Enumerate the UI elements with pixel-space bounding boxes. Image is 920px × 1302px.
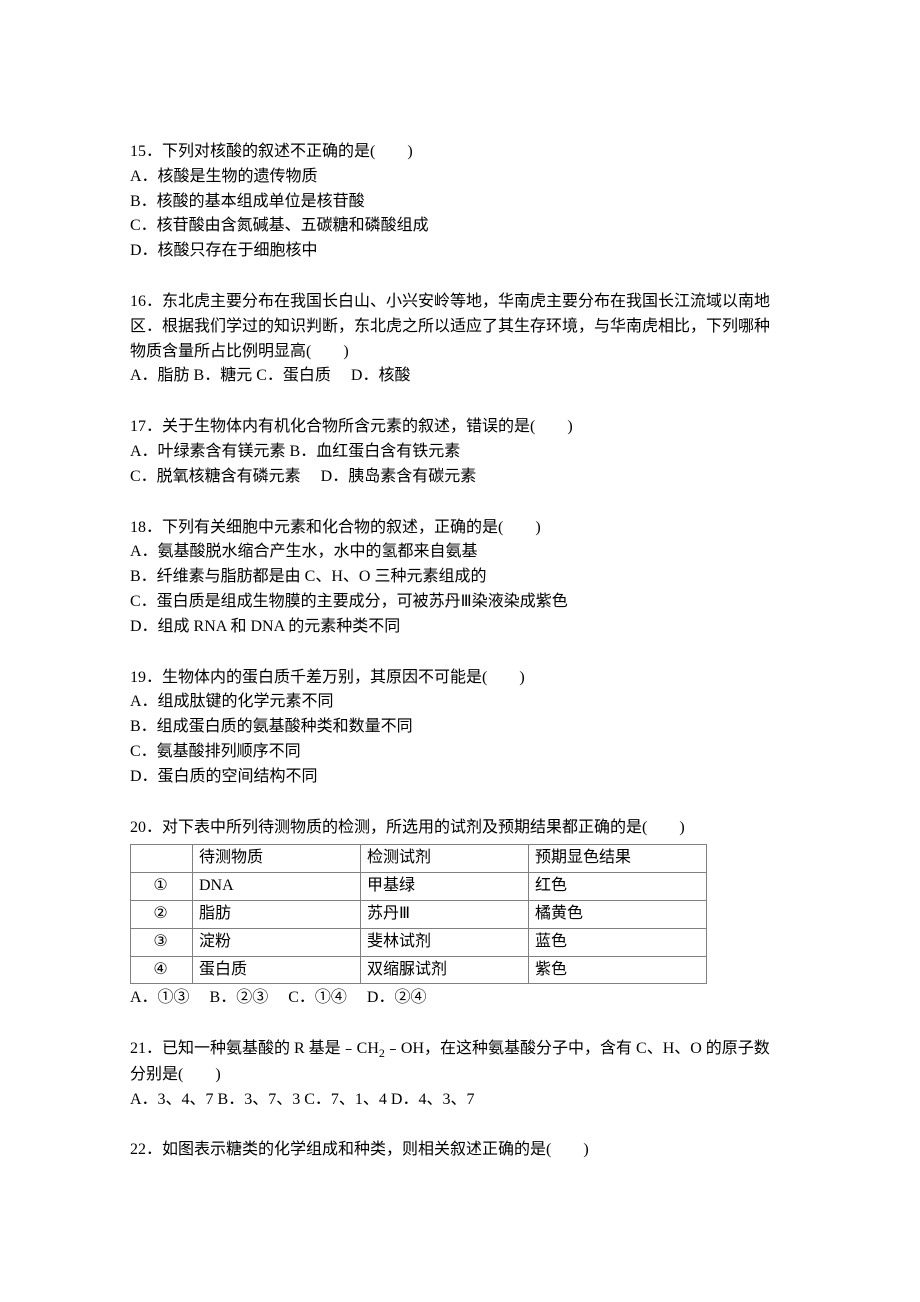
question-18: 18．下列有关细胞中元素和化合物的叙述，正确的是( ) A．氨基酸脱水缩合产生水… bbox=[130, 516, 790, 640]
question-stem-line: 分别是( ) bbox=[130, 1063, 790, 1088]
option-c: C．核苷酸由含氮碱基、五碳糖和磷酸组成 bbox=[130, 214, 790, 239]
question-15: 15．下列对核酸的叙述不正确的是( ) A．核酸是生物的遗传物质 B．核酸的基本… bbox=[130, 140, 790, 264]
table-cell: 蛋白质 bbox=[193, 956, 361, 984]
table-cell: 斐林试剂 bbox=[361, 928, 529, 956]
question-stem: 17．关于生物体内有机化合物所含元素的叙述，错误的是( ) bbox=[130, 415, 790, 440]
question-stem: 19．生物体内的蛋白质千差万别，其原因不可能是( ) bbox=[130, 666, 790, 691]
question-stem: 18．下列有关细胞中元素和化合物的叙述，正确的是( ) bbox=[130, 516, 790, 541]
stem-text: ﹣OH，在这种氨基酸分子中，含有 C、H、O 的原子数 bbox=[385, 1040, 770, 1057]
option-b: B．核酸的基本组成单位是核苷酸 bbox=[130, 190, 790, 215]
question-19: 19．生物体内的蛋白质千差万别，其原因不可能是( ) A．组成肽键的化学元素不同… bbox=[130, 666, 790, 790]
question-20: 20．对下表中所列待测物质的检测，所选用的试剂及预期结果都正确的是( ) 待测物… bbox=[130, 816, 790, 1012]
question-stem: 22．如图表示糖类的化学组成和种类，则相关叙述正确的是( ) bbox=[130, 1138, 790, 1163]
question-16: 16．东北虎主要分布在我国长白山、小兴安岭等地，华南虎主要分布在我国长江流域以南… bbox=[130, 290, 790, 389]
question-22: 22．如图表示糖类的化学组成和种类，则相关叙述正确的是( ) bbox=[130, 1138, 790, 1163]
table-cell: 紫色 bbox=[529, 956, 707, 984]
table-cell: 橘黄色 bbox=[529, 900, 707, 928]
option-d: D．核酸只存在于细胞核中 bbox=[130, 239, 790, 264]
table-cell: 蓝色 bbox=[529, 928, 707, 956]
question-stem-line: 21．已知一种氨基酸的 R 基是﹣CH2﹣OH，在这种氨基酸分子中，含有 C、H… bbox=[130, 1037, 790, 1063]
table-cell: 脂肪 bbox=[193, 900, 361, 928]
question-stem-line: 16．东北虎主要分布在我国长白山、小兴安岭等地，华南虎主要分布在我国长江流域以南… bbox=[130, 290, 790, 315]
option-c: C．蛋白质是组成生物膜的主要成分，可被苏丹Ⅲ染液染成紫色 bbox=[130, 590, 790, 615]
question-stem-line: 物质含量所占比例明显高( ) bbox=[130, 340, 790, 365]
options-inline: A．脂肪 B．糖元 C．蛋白质 D．核酸 bbox=[130, 364, 790, 389]
table-header: 待测物质 bbox=[193, 845, 361, 873]
table-cell: 双缩脲试剂 bbox=[361, 956, 529, 984]
options-inline: A．3、4、7 B．3、7、3 C．7、1、4 D．4、3、7 bbox=[130, 1088, 790, 1113]
table-cell: ① bbox=[131, 873, 193, 901]
question-17: 17．关于生物体内有机化合物所含元素的叙述，错误的是( ) A．叶绿素含有镁元素… bbox=[130, 415, 790, 489]
table-cell: 红色 bbox=[529, 873, 707, 901]
options-inline: A．①③ B．②③ C．①④ D．②④ bbox=[130, 986, 790, 1011]
table-header-row: 待测物质 检测试剂 预期显色结果 bbox=[131, 845, 707, 873]
option-a: A．组成肽键的化学元素不同 bbox=[130, 690, 790, 715]
option-b: B．组成蛋白质的氨基酸种类和数量不同 bbox=[130, 715, 790, 740]
table-row: ① DNA 甲基绿 红色 bbox=[131, 873, 707, 901]
table-cell: 淀粉 bbox=[193, 928, 361, 956]
question-21: 21．已知一种氨基酸的 R 基是﹣CH2﹣OH，在这种氨基酸分子中，含有 C、H… bbox=[130, 1037, 790, 1112]
option-d: D．蛋白质的空间结构不同 bbox=[130, 765, 790, 790]
question-stem: 20．对下表中所列待测物质的检测，所选用的试剂及预期结果都正确的是( ) bbox=[130, 816, 790, 841]
option-c: C．氨基酸排列顺序不同 bbox=[130, 740, 790, 765]
detection-table: 待测物质 检测试剂 预期显色结果 ① DNA 甲基绿 红色 ② 脂肪 苏丹Ⅲ 橘… bbox=[130, 844, 707, 984]
exam-page: 15．下列对核酸的叙述不正确的是( ) A．核酸是生物的遗传物质 B．核酸的基本… bbox=[0, 0, 920, 1289]
option-a: A．氨基酸脱水缩合产生水，水中的氢都来自氨基 bbox=[130, 540, 790, 565]
table-row: ③ 淀粉 斐林试剂 蓝色 bbox=[131, 928, 707, 956]
option-a: A．核酸是生物的遗传物质 bbox=[130, 165, 790, 190]
table-cell: 苏丹Ⅲ bbox=[361, 900, 529, 928]
question-stem-line: 区．根据我们学过的知识判断，东北虎之所以适应了其生存环境，与华南虎相比，下列哪种 bbox=[130, 315, 790, 340]
option-d: D．组成 RNA 和 DNA 的元素种类不同 bbox=[130, 615, 790, 640]
table-cell: 甲基绿 bbox=[361, 873, 529, 901]
table-cell: ④ bbox=[131, 956, 193, 984]
table-row: ④ 蛋白质 双缩脲试剂 紫色 bbox=[131, 956, 707, 984]
table-cell: ③ bbox=[131, 928, 193, 956]
stem-text: 21．已知一种氨基酸的 R 基是﹣CH bbox=[130, 1040, 379, 1057]
table-cell: ② bbox=[131, 900, 193, 928]
option-b: B．纤维素与脂肪都是由 C、H、O 三种元素组成的 bbox=[130, 565, 790, 590]
table-row: ② 脂肪 苏丹Ⅲ 橘黄色 bbox=[131, 900, 707, 928]
table-header: 检测试剂 bbox=[361, 845, 529, 873]
question-stem: 15．下列对核酸的叙述不正确的是( ) bbox=[130, 140, 790, 165]
table-header bbox=[131, 845, 193, 873]
options-line: A．叶绿素含有镁元素 B．血红蛋白含有铁元素 bbox=[130, 440, 790, 465]
table-header: 预期显色结果 bbox=[529, 845, 707, 873]
table-cell: DNA bbox=[193, 873, 361, 901]
options-line: C．脱氧核糖含有磷元素 D．胰岛素含有碳元素 bbox=[130, 465, 790, 490]
